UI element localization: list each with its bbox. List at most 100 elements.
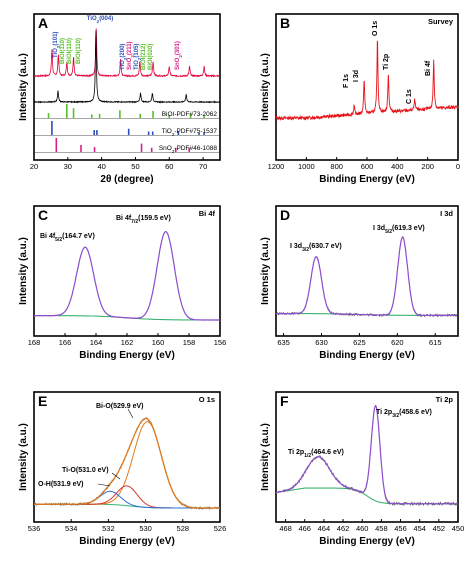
- corner-label: Ti 2p: [436, 395, 454, 404]
- reference-pattern: BiOI-PDF#73-2062: [34, 104, 220, 119]
- panel-E: 536 534 532 530 528 526 Binding Energy (eV) Int…: [18, 391, 227, 547]
- x-axis-title: Binding Energy (eV): [79, 536, 175, 547]
- x-axis-title: Binding Energy (eV): [319, 174, 415, 185]
- x-tick-label: 460: [356, 524, 369, 533]
- plot-frame: [275, 391, 459, 523]
- y-axis-title: Intensity (a.u.): [18, 237, 29, 305]
- x-tick-label: 156: [214, 338, 227, 347]
- x-tick-label: 30: [64, 162, 72, 171]
- x-tick-label: 458: [375, 524, 388, 533]
- x-tick-label: 400: [391, 162, 404, 171]
- panel-D: 635 630 625 620 615 Binding Energy (eV) Intens…: [260, 205, 459, 361]
- panel-letter: B: [280, 15, 290, 31]
- peak-label: BiOI(020): [148, 44, 154, 70]
- survey-spectrum: [275, 40, 459, 122]
- panel-letter: D: [280, 207, 290, 223]
- x-tick-label: 532: [102, 524, 115, 533]
- x-tick-label: 456: [394, 524, 407, 533]
- x-tick-label: 464: [318, 524, 331, 533]
- peak-annotation: Ti 2p1/2(464.6 eV): [288, 449, 344, 459]
- component-label: O-H(531.9 eV): [38, 481, 84, 488]
- plot-frame: [33, 13, 221, 161]
- x-tick-label: 40: [97, 162, 105, 171]
- x-tick-label: 635: [277, 338, 290, 347]
- reference-label: SnO2-PDF#46-1088: [159, 145, 218, 154]
- x-tick-label: 162: [121, 338, 134, 347]
- peak-annotation: Bi 4f7/2(159.5 eV): [116, 215, 171, 225]
- x-tick-label: 160: [152, 338, 165, 347]
- x-tick-label: 158: [183, 338, 196, 347]
- peak-annotation: Bi 4f5/2(164.7 eV): [40, 233, 95, 243]
- peak-label: BiOI(110): [67, 38, 73, 64]
- panel-letter: C: [38, 207, 48, 223]
- panel-letter: E: [38, 393, 47, 409]
- x-axis-title: Binding Energy (eV): [79, 350, 175, 361]
- peak-label: BiOI(110): [60, 38, 66, 64]
- x-axis-title: Binding Energy (eV): [319, 350, 415, 361]
- survey-peak-label: Bi 4f: [425, 60, 432, 76]
- plot-frame: [33, 205, 221, 337]
- x-tick-label: 168: [28, 338, 41, 347]
- fitted-envelope: [276, 236, 458, 316]
- peak-label: TiO2(200): [120, 44, 128, 70]
- peak-label: TiO2(105): [134, 44, 142, 70]
- x-axis-title: 2θ (degree): [100, 174, 153, 185]
- y-axis-title: Intensity (a.u.): [18, 53, 29, 121]
- plot-frame: [275, 205, 459, 337]
- peak-label: TiO2(004): [87, 16, 113, 24]
- peak-annotation: I 3d3/2(630.7 eV): [290, 243, 342, 253]
- corner-label: O 1s: [199, 395, 215, 404]
- x-tick-label: 1000: [298, 162, 315, 171]
- x-tick-label: 452: [433, 524, 446, 533]
- x-tick-label: 630: [315, 338, 328, 347]
- component-label: Bi-O(529.9 eV): [96, 403, 143, 410]
- corner-label: I 3d: [440, 209, 453, 218]
- panel-A: 20 30 40 50 60 70 2θ (degree) Intensity (a.u.) A…: [18, 13, 221, 185]
- panel-B: 1200 1000 800 600 400 200 0 Binding Energy (eV)…: [260, 13, 460, 185]
- x-tick-label: 60: [165, 162, 173, 171]
- x-tick-label: 164: [90, 338, 103, 347]
- fitted-envelope: [34, 231, 220, 321]
- x-tick-label: 450: [452, 524, 465, 533]
- panel-letter: A: [38, 15, 48, 31]
- peak-label: TiO2(101): [53, 32, 61, 58]
- fitted-envelope: [275, 404, 458, 505]
- x-tick-label: 166: [59, 338, 72, 347]
- peak-label: BiOI(212): [141, 44, 147, 70]
- survey-peak-label: I 3d: [353, 70, 360, 82]
- annotation-arrow: [127, 408, 134, 419]
- x-tick-label: 200: [421, 162, 434, 171]
- x-tick-label: 534: [65, 524, 78, 533]
- y-axis-title: Intensity (a.u.): [260, 423, 271, 491]
- x-tick-label: 800: [330, 162, 343, 171]
- xrd-pattern-1: [33, 28, 221, 78]
- panel-letter: F: [280, 393, 289, 409]
- reference-pattern: SnO2-PDF#46-1088: [34, 138, 220, 154]
- x-tick-label: 615: [429, 338, 442, 347]
- plot-frame: [33, 391, 221, 523]
- plot-frame: [275, 13, 459, 161]
- x-tick-label: 526: [214, 524, 227, 533]
- fitted-envelope: [34, 417, 220, 509]
- x-tick-label: 0: [456, 162, 460, 171]
- survey-peak-label: O 1s: [372, 21, 379, 36]
- reference-pattern: TiO2-PDF#75-1537: [34, 121, 220, 137]
- peak-label: SnO2(211): [127, 41, 135, 70]
- x-tick-label: 468: [279, 524, 292, 533]
- x-tick-label: 528: [177, 524, 190, 533]
- x-tick-label: 466: [298, 524, 311, 533]
- panel-F: 468 466 464 462 460 458 456 454 452 450 Binding En…: [260, 391, 465, 547]
- component-label: Ti-O(531.0 eV): [62, 467, 109, 474]
- x-tick-label: 70: [199, 162, 207, 171]
- x-tick-label: 20: [30, 162, 38, 171]
- y-axis-title: Intensity (a.u.): [18, 423, 29, 491]
- annotation-arrow: [97, 483, 111, 487]
- peak-label: BiOI(110): [76, 38, 82, 64]
- x-tick-label: 600: [361, 162, 374, 171]
- x-tick-label: 625: [353, 338, 366, 347]
- survey-peak-label: F 1s: [343, 74, 350, 88]
- x-tick-label: 462: [337, 524, 350, 533]
- x-tick-label: 536: [28, 524, 41, 533]
- peak-label: SnO2(301): [175, 41, 183, 70]
